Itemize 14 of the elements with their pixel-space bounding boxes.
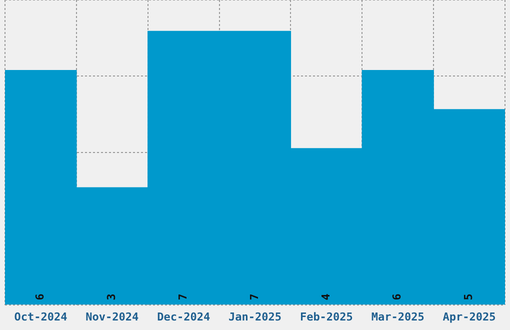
x-tick-label: Jan-2025 [228, 310, 282, 324]
data-label: 6 [390, 293, 404, 300]
data-label: 5 [462, 294, 476, 300]
x-tick-label: Feb-2025 [300, 310, 353, 324]
x-tick-label: Mar-2025 [371, 310, 424, 324]
data-label: 6 [34, 293, 47, 300]
x-tick-label: Nov-2024 [86, 310, 140, 324]
x-tick-label: Oct-2024 [14, 310, 68, 324]
data-label: 7 [248, 294, 261, 300]
data-label: 4 [319, 293, 332, 300]
x-tick-label: Apr-2025 [442, 310, 496, 324]
data-label: 7 [176, 294, 190, 300]
x-tick-label: Dec-2024 [157, 310, 210, 324]
data-label: 3 [105, 294, 118, 300]
